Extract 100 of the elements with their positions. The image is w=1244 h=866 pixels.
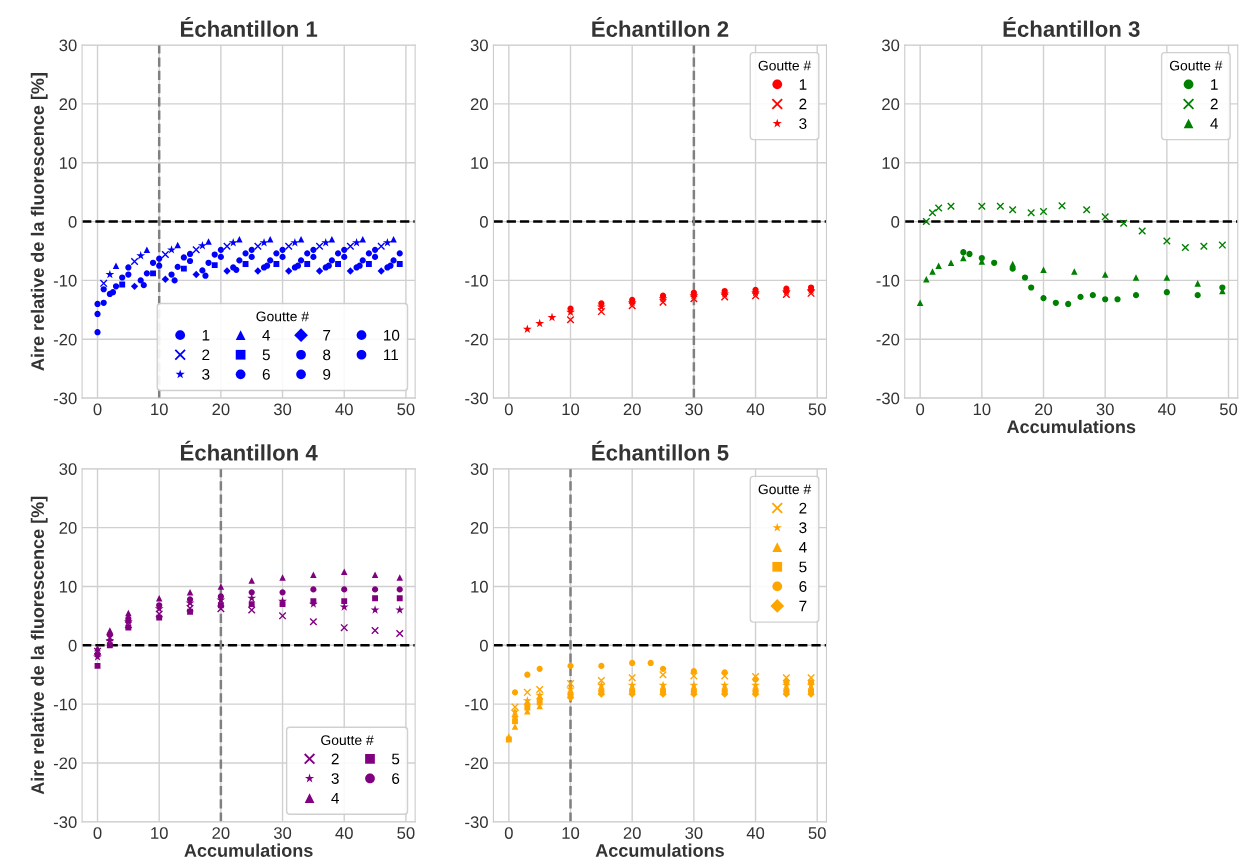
legend-label: 7	[323, 329, 331, 341]
y-tick-label: -30	[465, 816, 488, 829]
legend-label: 4	[331, 792, 339, 804]
y-tick-label: 20	[59, 98, 77, 111]
y-tick-label: 20	[59, 521, 77, 534]
legend-label: 10	[384, 329, 400, 341]
x-tick-label: 40	[335, 827, 353, 839]
chart-title: Échantillon 5	[592, 440, 729, 461]
y-tick-label: 20	[882, 98, 900, 111]
legend-label: 2	[1210, 98, 1218, 110]
x-tick-label: 0	[504, 403, 513, 416]
x-tick-label: 20	[623, 827, 641, 839]
x-tick-label: 40	[335, 403, 353, 416]
y-tick-label: -10	[465, 698, 488, 711]
x-tick-label: 10	[973, 403, 991, 416]
x-tick-label: 50	[808, 827, 826, 839]
y-axis-title: Aire relative de la fluorescence [%]	[30, 73, 48, 371]
x-tick-label: 20	[623, 403, 641, 416]
y-tick-label: 10	[471, 157, 488, 169]
legend-title: Goutte #	[758, 60, 812, 71]
x-tick-label: 50	[397, 403, 415, 416]
x-tick-label: 0	[504, 827, 513, 839]
x-tick-label: 0	[93, 403, 102, 416]
y-tick-label: -20	[876, 333, 900, 346]
y-tick-label: -10	[876, 274, 900, 287]
y-tick-label: 30	[59, 39, 77, 52]
x-tick-label: 20	[1035, 403, 1053, 416]
y-tick-label: -20	[465, 333, 488, 346]
y-tick-label: -20	[53, 757, 77, 770]
legend-label: 5	[262, 349, 270, 361]
chart-title: Échantillon 4	[180, 440, 318, 461]
legend-label: 2	[799, 98, 807, 110]
legend-label: 11	[384, 349, 398, 361]
y-tick-label: -20	[53, 333, 77, 346]
y-tick-label: 10	[471, 580, 488, 593]
x-tick-label: 20	[212, 403, 230, 416]
x-tick-label: 40	[1157, 403, 1176, 416]
y-tick-label: 0	[891, 215, 900, 228]
x-tick-label: 10	[562, 827, 580, 839]
y-tick-label: -30	[53, 392, 77, 405]
y-tick-label: 10	[882, 157, 900, 169]
legend-label: 4	[798, 542, 807, 553]
x-tick-label: 0	[916, 403, 925, 416]
y-tick-label: 0	[479, 639, 488, 652]
legend-label: 1	[1211, 79, 1218, 90]
legend-title: Goutte #	[256, 311, 309, 322]
y-tick-label: 10	[59, 157, 77, 169]
legend-label: 3	[202, 369, 210, 380]
x-tick-label: 30	[685, 403, 703, 416]
y-tick-label: -30	[876, 392, 900, 405]
legend-title: Goutte #	[1169, 60, 1223, 71]
x-tick-label: 30	[1096, 403, 1114, 416]
x-tick-label: 10	[151, 827, 168, 839]
x-tick-label: 40	[746, 403, 765, 416]
chart-title: Échantillon 3	[1003, 17, 1140, 37]
x-tick-label: 50	[1219, 403, 1238, 416]
legend-label: 2	[202, 349, 210, 361]
legend-label: 8	[323, 349, 331, 361]
legend-label: 2	[799, 502, 807, 514]
legend-label: 6	[799, 581, 807, 592]
x-tick-label: 30	[685, 827, 703, 839]
y-tick-label: -20	[465, 757, 488, 770]
y-tick-label: -30	[53, 816, 77, 829]
legend-label: 3	[799, 522, 807, 534]
y-tick-label: 30	[881, 39, 900, 52]
y-tick-label: 30	[59, 463, 77, 475]
legend-label: 2	[331, 753, 339, 765]
legend-title: Goutte #	[758, 484, 812, 495]
legend-label: 6	[262, 369, 270, 380]
x-axis-title: Accumulations	[595, 843, 724, 857]
x-tick-label: 50	[808, 403, 826, 416]
legend-label: 1	[799, 79, 807, 90]
y-axis-title: Aire relative de la fluorescence [%]	[30, 496, 48, 795]
legend-title: Goutte #	[321, 735, 374, 746]
legend-label: 4	[262, 329, 271, 341]
legend-label: 1	[202, 329, 210, 341]
legend-label: 7	[799, 600, 807, 612]
legend-label: 3	[331, 773, 339, 784]
chart-title: Échantillon 2	[592, 17, 729, 37]
y-tick-label: 10	[59, 580, 77, 593]
x-tick-label: 10	[151, 403, 168, 416]
x-axis-title: Accumulations	[1007, 419, 1136, 434]
y-tick-label: 0	[68, 215, 77, 228]
y-tick-label: -10	[53, 698, 77, 711]
y-tick-label: 0	[479, 215, 488, 228]
y-tick-label: 30	[470, 463, 488, 475]
y-tick-label: 20	[470, 521, 488, 534]
x-tick-label: 0	[93, 827, 102, 839]
legend-label: 4	[1210, 118, 1218, 129]
legend-label: 5	[391, 753, 400, 765]
y-tick-label: -30	[465, 392, 488, 405]
legend-label: 3	[799, 118, 807, 129]
x-axis-title: Accumulations	[184, 843, 313, 857]
y-tick-label: -10	[465, 274, 488, 287]
x-tick-label: 30	[273, 827, 292, 839]
legend-label: 5	[799, 561, 807, 573]
y-tick-label: 20	[470, 98, 488, 111]
y-tick-label: -10	[53, 274, 77, 287]
legend-label: 9	[323, 369, 331, 380]
y-tick-label: 30	[470, 39, 488, 52]
